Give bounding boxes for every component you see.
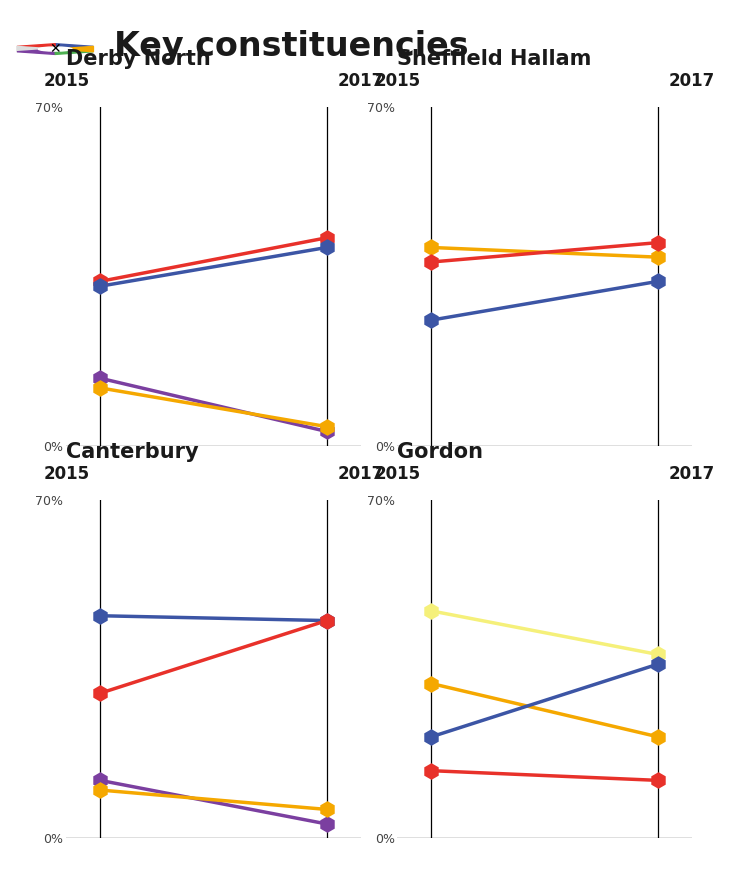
- Text: Derby North: Derby North: [66, 49, 211, 70]
- Polygon shape: [17, 46, 55, 52]
- Text: 2017: 2017: [669, 72, 715, 90]
- Text: 2015: 2015: [375, 72, 420, 90]
- Text: Sheffield Hallam: Sheffield Hallam: [397, 49, 592, 70]
- Text: N: N: [615, 849, 637, 877]
- Text: ✕: ✕: [49, 42, 61, 56]
- Text: NEWS
WARD
MEDIA
GROUP: NEWS WARD MEDIA GROUP: [671, 849, 690, 874]
- Text: 2015: 2015: [43, 72, 89, 90]
- Polygon shape: [55, 44, 93, 49]
- Polygon shape: [55, 49, 93, 54]
- Text: Canterbury: Canterbury: [66, 442, 199, 462]
- Text: 2017: 2017: [338, 72, 383, 90]
- Polygon shape: [55, 46, 93, 52]
- Polygon shape: [17, 49, 55, 54]
- Text: 2015: 2015: [43, 465, 89, 483]
- Text: 2015: 2015: [375, 465, 420, 483]
- Text: Key constituencies: Key constituencies: [114, 30, 469, 62]
- Circle shape: [38, 47, 72, 51]
- Text: 2017: 2017: [669, 465, 715, 483]
- Text: Gordon: Gordon: [397, 442, 484, 462]
- Text: 2017: 2017: [338, 465, 383, 483]
- Polygon shape: [17, 44, 55, 49]
